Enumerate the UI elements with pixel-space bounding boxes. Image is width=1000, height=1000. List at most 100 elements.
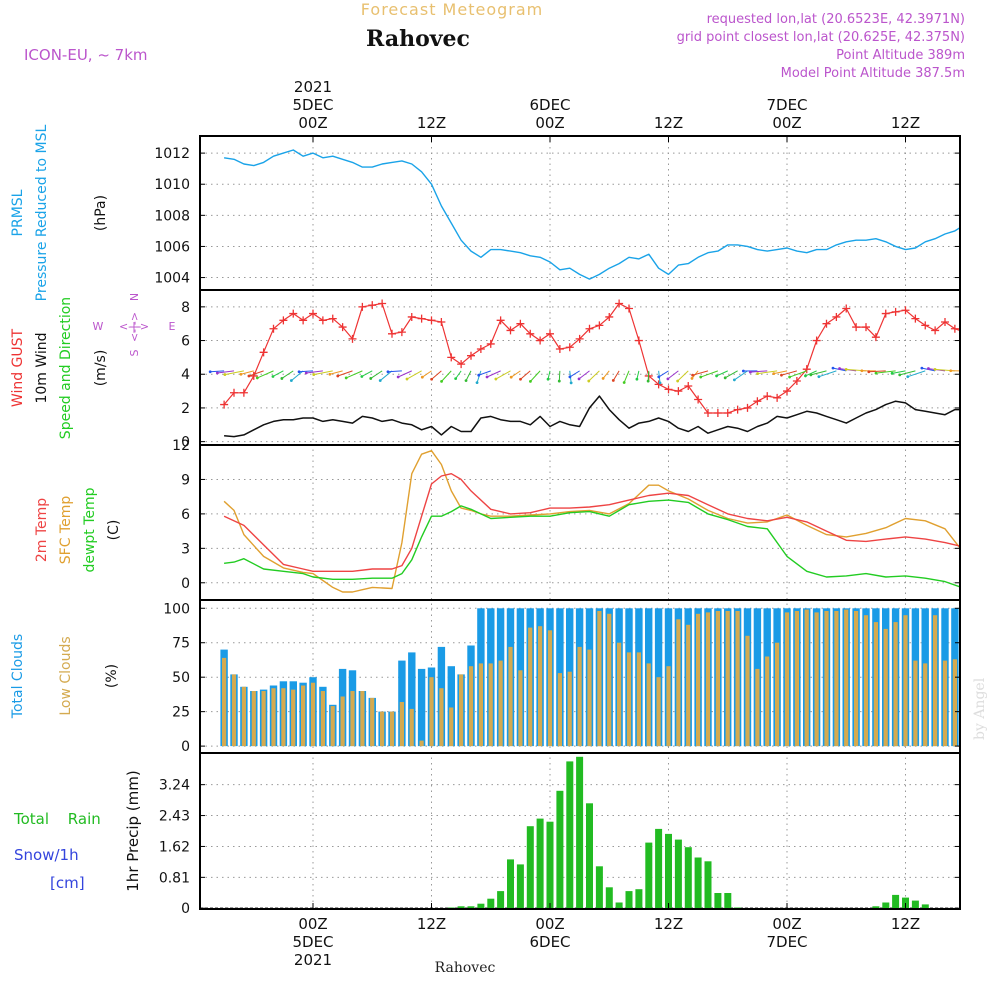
total-rain-label: Total Rain: [13, 810, 101, 828]
wind-direction-arrowhead: [890, 371, 894, 375]
low-cloud-bar: [488, 663, 493, 747]
wind-direction-arrowhead: [920, 366, 924, 370]
gust-point: [763, 392, 772, 401]
gust-label: Wind GUST: [10, 328, 26, 407]
wind-direction-arrowhead: [271, 375, 275, 378]
y-tick-label: 12: [172, 438, 190, 454]
gust-point: [486, 339, 495, 348]
sfc-temp-series-line: [223, 450, 960, 593]
rain-bar: [911, 900, 919, 909]
gust-point: [852, 323, 861, 332]
low-cloud-bar: [301, 685, 306, 747]
low-cloud-bar: [557, 673, 562, 747]
wind-direction-arrowhead: [756, 372, 760, 375]
wind-direction-arrow: [387, 370, 402, 373]
wind-direction-label: Speed and Direction: [58, 297, 74, 439]
wind-direction-arrowhead: [867, 370, 871, 374]
gust-point: [230, 388, 238, 397]
wind-direction-arrow: [486, 370, 501, 378]
gust-point: [792, 376, 801, 385]
x-tick-label-bottom: 00Z: [772, 915, 801, 933]
wind-direction-arrow: [757, 370, 778, 375]
gust-point: [437, 318, 446, 327]
compass-north: N: [128, 293, 141, 301]
rain-bar: [665, 833, 672, 909]
wind-direction-arrow: [773, 370, 788, 375]
gust-series-line: [223, 302, 960, 414]
y-tick-label: 50: [172, 670, 190, 686]
wind-direction-arrowhead: [430, 377, 434, 381]
x-tick-label-top: 6DEC: [529, 96, 570, 114]
rain-bar: [477, 903, 485, 909]
gust-point: [388, 329, 396, 338]
wind-direction-arrow: [257, 370, 274, 379]
x-tick-label-top: 12Z: [654, 114, 683, 132]
low-cloud-bar: [626, 652, 632, 747]
wind-direction-arrow: [716, 370, 728, 377]
gust-point: [575, 334, 584, 343]
gust-point: [407, 312, 416, 321]
gust-point: [911, 314, 920, 323]
wind-direction-arrow: [868, 370, 886, 373]
wind-direction-arrow: [907, 370, 926, 378]
low-cloud-bar: [389, 711, 395, 747]
low-cloud-bar: [281, 688, 286, 747]
x-tick-label-bottom: 12Z: [654, 915, 683, 933]
total-cloud-bar: [408, 652, 416, 747]
rain-bar: [467, 906, 475, 909]
gust-point: [546, 329, 554, 338]
rain-bar: [586, 803, 593, 909]
wind-direction-arrow: [240, 370, 254, 375]
total-clouds-label: Total Clouds: [10, 634, 26, 719]
low-cloud-bar: [597, 611, 602, 747]
low-cloud-bar: [370, 697, 375, 747]
y-tick-label: 3.24: [159, 778, 190, 794]
y-tick-label: 1004: [154, 271, 190, 287]
rain-bar: [447, 907, 455, 909]
low-cloud-bar: [468, 666, 474, 747]
low-cloud-bar: [666, 666, 671, 747]
wind-direction-arrow: [805, 370, 817, 377]
wind-direction-arrowhead: [809, 373, 813, 377]
rain-bar: [902, 897, 909, 909]
gust-point: [476, 344, 485, 353]
wind-direction-arrow: [329, 370, 343, 375]
gust-point: [259, 348, 268, 357]
wind-direction-arrow: [647, 370, 650, 382]
x-tick-label-top: 00Z: [772, 114, 801, 132]
wind-direction-arrow: [558, 370, 561, 382]
dewpt-series-line: [224, 499, 960, 588]
wind-direction-arrow: [789, 370, 807, 378]
gust-point: [397, 328, 406, 337]
wind-direction-arrow: [337, 370, 353, 377]
rain-bar: [674, 839, 682, 909]
gust-point: [318, 316, 327, 325]
x-tick-label-top: 2021: [294, 78, 332, 96]
low-cloud-bar: [567, 671, 572, 747]
wind-direction-arrowhead: [304, 371, 308, 375]
requested-coordinates: requested lon,lat (20.6523E, 42.3971N): [707, 12, 965, 27]
gust-point: [447, 353, 456, 362]
wind-direction-arrow: [818, 370, 837, 378]
wind-direction-arrow: [667, 370, 679, 380]
gust-point: [674, 387, 683, 396]
rain-bar: [595, 866, 603, 909]
low-cloud-bar: [459, 674, 464, 747]
y-tick-label: 2: [181, 401, 190, 417]
wind-direction-arrow: [441, 370, 452, 382]
panel-frame-precip: [199, 752, 961, 910]
wind-direction-arrow: [520, 370, 531, 380]
wind-direction-arrowhead: [788, 375, 792, 379]
pressure-series-line: [223, 149, 960, 280]
wind-direction-arrowhead: [297, 370, 301, 374]
y-tick-label: 2.43: [159, 809, 190, 825]
wind-direction-arrowhead: [378, 379, 382, 382]
wind-direction-arrow: [658, 370, 669, 378]
wind-direction-arrowhead: [699, 375, 703, 379]
panel-frame-pressure: [199, 135, 961, 291]
low-cloud-bar: [696, 613, 701, 747]
low-cloud-bar: [854, 611, 859, 747]
wind-direction-arrow: [406, 370, 422, 380]
rain-bar: [536, 818, 544, 909]
wind-direction-arrowhead: [369, 377, 373, 380]
